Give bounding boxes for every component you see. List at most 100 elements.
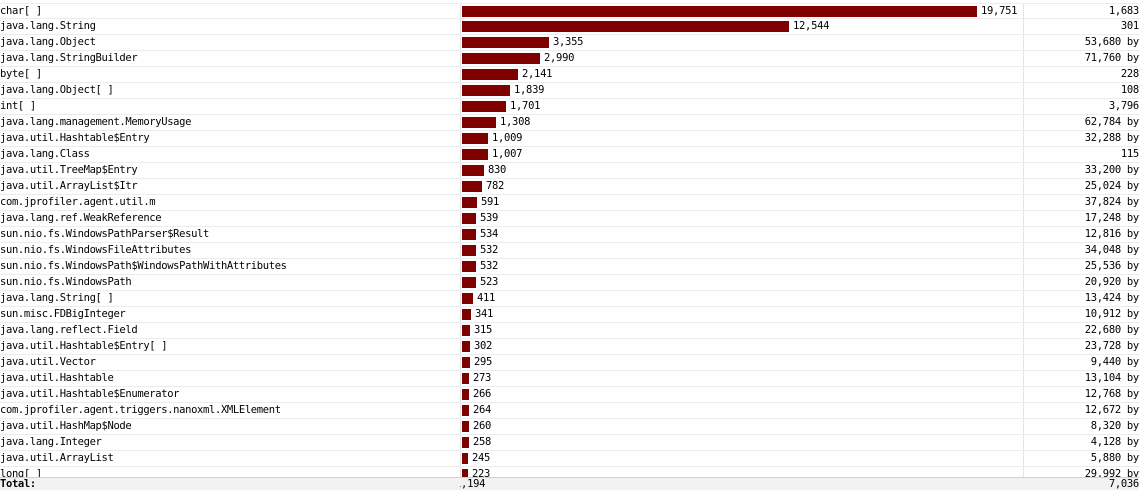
table-row[interactable]: java.util.Hashtable$Entry 1,009 32,288 byt…: [0, 131, 1139, 147]
instance-count-bar: [462, 37, 549, 48]
instance-count-cell: 302: [460, 339, 1023, 354]
instance-count-bar: [462, 245, 476, 256]
size-cell: 5,880 bytes: [1023, 451, 1139, 466]
size-cell: 62,784 bytes: [1023, 115, 1139, 130]
class-name: java.util.Hashtable$Entry[ ]: [0, 340, 168, 352]
table-row[interactable]: java.lang.Object[ ] 1,839 108 kB: [0, 83, 1139, 99]
table-row[interactable]: java.lang.reflect.Field 315 22,680 bytes: [0, 323, 1139, 339]
instance-count-bar: [462, 213, 476, 224]
instance-count-bar: [462, 293, 473, 304]
class-name: java.lang.Object: [0, 36, 96, 48]
instance-count-cell: 1,701: [460, 99, 1023, 114]
size-cell: 32,288 bytes: [1023, 131, 1139, 146]
table-row[interactable]: java.lang.Object 3,355 53,680 bytes: [0, 35, 1139, 51]
size-cell: 33,200 bytes: [1023, 163, 1139, 178]
size-cell: 4,128 bytes: [1023, 435, 1139, 450]
table-row[interactable]: com.jprofiler.agent.triggers.nanoxml.XML…: [0, 403, 1139, 419]
instance-count: 2,141: [522, 68, 553, 80]
total-row: Total: 61,194 7,036 kB: [0, 477, 1139, 490]
size-cell: 37,824 bytes: [1023, 195, 1139, 210]
instance-count-cell: 3,355: [460, 35, 1023, 50]
table-row[interactable]: java.util.ArrayList 245 5,880 bytes: [0, 451, 1139, 467]
instance-count: 539: [480, 212, 499, 224]
shallow-size: 12,768 bytes: [1084, 388, 1139, 400]
table-row[interactable]: sun.misc.FDBigInteger 341 10,912 bytes: [0, 307, 1139, 323]
instance-count-bar: [462, 149, 488, 160]
shallow-size: 301 kB: [1120, 20, 1139, 32]
table-row[interactable]: sun.nio.fs.WindowsFileAttributes 532 34,04…: [0, 243, 1139, 259]
table-row[interactable]: java.lang.Class 1,007 115 kB: [0, 147, 1139, 163]
class-name: sun.nio.fs.WindowsPathParser$Result: [0, 228, 210, 240]
table-row[interactable]: sun.nio.fs.WindowsPath$WindowsPathWithAt…: [0, 259, 1139, 275]
instance-count-cell: 1,839: [460, 83, 1023, 98]
instance-count: 411: [477, 292, 496, 304]
shallow-size: 108 kB: [1120, 84, 1139, 96]
size-cell: 1,683 kB: [1023, 4, 1139, 19]
table-row[interactable]: java.lang.StringBuilder 2,990 71,760 bytes: [0, 51, 1139, 67]
size-cell: 23,728 bytes: [1023, 339, 1139, 354]
instance-count-bar: [462, 325, 470, 336]
instance-count-bar: [462, 69, 518, 80]
instance-count-bar: [462, 309, 471, 320]
table-row[interactable]: java.util.Hashtable$Enumerator 266 12,768 …: [0, 387, 1139, 403]
shallow-size: 34,048 bytes: [1084, 244, 1139, 256]
class-name: java.lang.management.MemoryUsage: [0, 116, 192, 128]
total-count: 61,194: [460, 478, 486, 490]
size-cell: 17,248 bytes: [1023, 211, 1139, 226]
table-row[interactable]: java.util.ArrayList$Itr 782 25,024 bytes: [0, 179, 1139, 195]
table-row[interactable]: java.util.Hashtable$Entry[ ] 302 23,728 by…: [0, 339, 1139, 355]
objects-table: char[ ] 19,751 1,683 kB java.lang.String 12,…: [0, 3, 1139, 483]
table-row[interactable]: java.util.TreeMap$Entry 830 33,200 bytes: [0, 163, 1139, 179]
table-row[interactable]: java.util.HashMap$Node 260 8,320 bytes: [0, 419, 1139, 435]
instance-count-cell: 12,544: [460, 19, 1023, 34]
instance-count-bar: [462, 453, 468, 464]
size-cell: 3,796 kB: [1023, 99, 1139, 114]
class-name: java.util.Vector: [0, 356, 96, 368]
table-row[interactable]: java.util.Vector 295 9,440 bytes: [0, 355, 1139, 371]
table-row[interactable]: com.jprofiler.agent.util.m 591 37,824 byte…: [0, 195, 1139, 211]
instance-count-cell: 1,007: [460, 147, 1023, 162]
instance-count-bar: [462, 197, 477, 208]
shallow-size: 20,920 bytes: [1084, 276, 1139, 288]
table-row[interactable]: java.lang.ref.WeakReference 539 17,248 byt…: [0, 211, 1139, 227]
table-row[interactable]: char[ ] 19,751 1,683 kB: [0, 3, 1139, 19]
instance-count-cell: 1,308: [460, 115, 1023, 130]
instance-count: 3,355: [553, 36, 584, 48]
size-cell: 115 kB: [1023, 147, 1139, 162]
instance-count: 302: [474, 340, 493, 352]
table-row[interactable]: java.lang.management.MemoryUsage 1,308 62,…: [0, 115, 1139, 131]
table-row[interactable]: java.lang.String 12,544 301 kB: [0, 19, 1139, 35]
shallow-size: 23,728 bytes: [1084, 340, 1139, 352]
size-cell: 13,104 bytes: [1023, 371, 1139, 386]
instance-count: 19,751: [981, 5, 1018, 17]
table-row[interactable]: int[ ] 1,701 3,796 kB: [0, 99, 1139, 115]
instance-count-bar: [462, 21, 789, 32]
class-name: int[ ]: [0, 100, 36, 112]
instance-count-bar: [462, 277, 476, 288]
instance-count: 1,839: [514, 84, 545, 96]
table-row[interactable]: java.util.Hashtable 273 13,104 bytes: [0, 371, 1139, 387]
table-row[interactable]: sun.nio.fs.WindowsPathParser$Result 534 12…: [0, 227, 1139, 243]
table-row[interactable]: java.lang.Integer 258 4,128 bytes: [0, 435, 1139, 451]
instance-count-cell: 295: [460, 355, 1023, 370]
table-row[interactable]: byte[ ] 2,141 228 kB: [0, 67, 1139, 83]
table-row[interactable]: java.lang.String[ ] 411 13,424 bytes: [0, 291, 1139, 307]
instance-count-cell: 591: [460, 195, 1023, 210]
shallow-size: 13,104 bytes: [1084, 372, 1139, 384]
instance-count-bar: [462, 341, 470, 352]
instance-count: 315: [474, 324, 493, 336]
instance-count-bar: [462, 389, 469, 400]
instance-count-cell: 534: [460, 227, 1023, 242]
size-cell: 228 kB: [1023, 67, 1139, 82]
instance-count-cell: 245: [460, 451, 1023, 466]
class-name: sun.nio.fs.WindowsPath$WindowsPathWithAt…: [0, 260, 287, 272]
size-cell: 12,672 bytes: [1023, 403, 1139, 418]
size-cell: 13,424 bytes: [1023, 291, 1139, 306]
table-row[interactable]: sun.nio.fs.WindowsPath 523 20,920 bytes: [0, 275, 1139, 291]
shallow-size: 4,128 bytes: [1090, 436, 1139, 448]
instance-count-cell: 266: [460, 387, 1023, 402]
size-cell: 8,320 bytes: [1023, 419, 1139, 434]
size-cell: 10,912 bytes: [1023, 307, 1139, 322]
instance-count-cell: 315: [460, 323, 1023, 338]
